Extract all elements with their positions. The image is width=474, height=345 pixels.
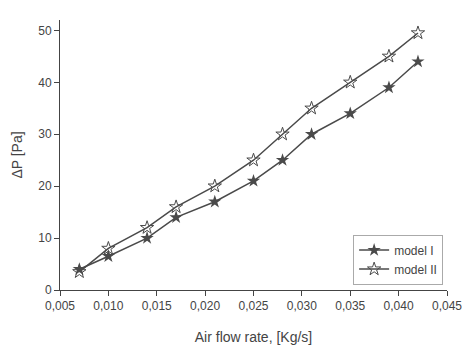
svg-text:model II: model II xyxy=(394,263,437,277)
svg-text:Air flow rate, [Kg/s]: Air flow rate, [Kg/s] xyxy=(195,329,312,345)
svg-text:model I: model I xyxy=(394,244,433,258)
svg-text:50: 50 xyxy=(38,24,52,38)
svg-text:0,030: 0,030 xyxy=(287,299,317,313)
svg-text:30: 30 xyxy=(38,127,52,141)
svg-text:0,015: 0,015 xyxy=(142,299,172,313)
svg-text:0,010: 0,010 xyxy=(93,299,123,313)
svg-text:0,005: 0,005 xyxy=(45,299,75,313)
svg-text:0,035: 0,035 xyxy=(335,299,365,313)
svg-text:0: 0 xyxy=(45,283,52,297)
svg-text:ΔP [Pa]: ΔP [Pa] xyxy=(9,131,25,178)
svg-text:0,020: 0,020 xyxy=(190,299,220,313)
svg-text:40: 40 xyxy=(38,76,52,90)
svg-text:0,045: 0,045 xyxy=(432,299,462,313)
svg-text:20: 20 xyxy=(38,179,52,193)
svg-text:0,040: 0,040 xyxy=(384,299,414,313)
svg-text:10: 10 xyxy=(38,231,52,245)
svg-text:0,025: 0,025 xyxy=(238,299,268,313)
